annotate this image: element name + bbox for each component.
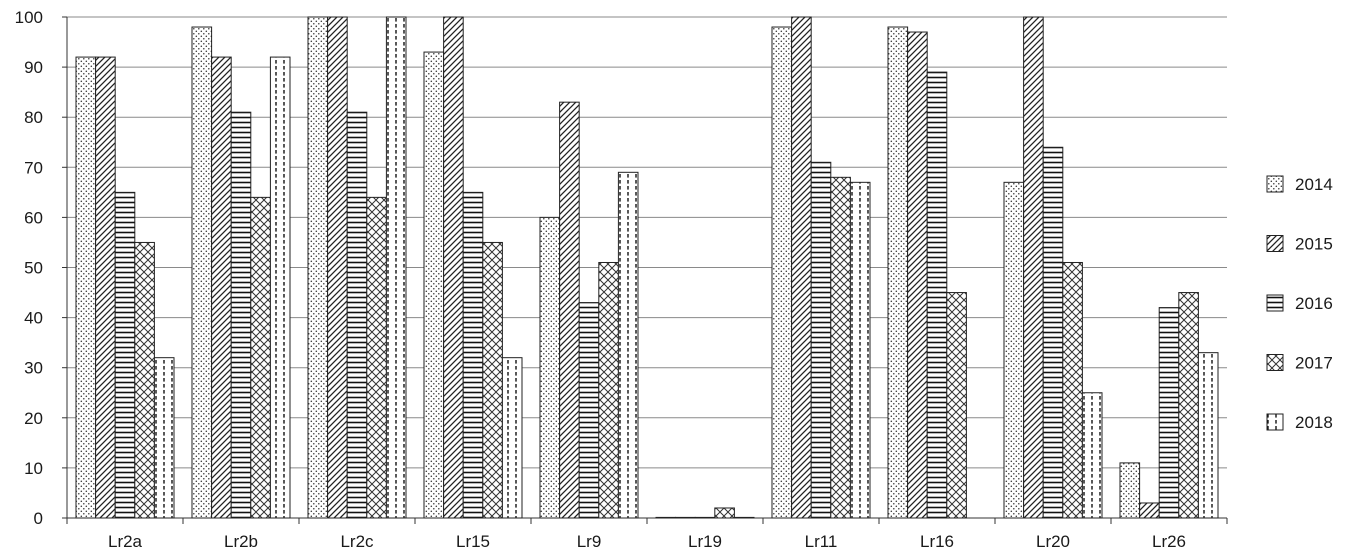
bar-2016-Lr9 xyxy=(578,302,600,519)
bar-2014-Lr9 xyxy=(539,216,561,519)
y-tick-label: 90 xyxy=(24,58,43,77)
bar-2017-Lr26 xyxy=(1178,292,1199,519)
x-tick-label: Lr9 xyxy=(577,532,602,550)
x-tick-label: Lr2a xyxy=(108,532,143,550)
bar-2016-Lr2c xyxy=(346,111,368,519)
x-tick-label: Lr20 xyxy=(1036,532,1070,550)
legend-label-2018: 2018 xyxy=(1295,413,1333,432)
bar-2015-Lr2b xyxy=(211,56,232,519)
bar-2016-Lr19 xyxy=(694,516,716,519)
bar-2018-Lr9 xyxy=(617,171,639,519)
bar-2018-Lr19 xyxy=(733,516,755,519)
bar-2017-Lr2c xyxy=(366,196,387,519)
legend-swatch-2018 xyxy=(1266,413,1284,431)
bar-2017-Lr2a xyxy=(134,241,155,519)
bar-2016-Lr16 xyxy=(926,71,948,519)
bar-2015-Lr11 xyxy=(791,16,812,519)
bar-2014-Lr20 xyxy=(1003,181,1025,519)
y-tick-label: 40 xyxy=(24,309,43,328)
bar-2018-Lr26 xyxy=(1197,352,1219,519)
bar-2017-Lr15 xyxy=(482,241,503,519)
bar-2014-Lr2c xyxy=(307,16,329,519)
bar-2015-Lr15 xyxy=(443,16,464,519)
legend-label-2015: 2015 xyxy=(1295,235,1333,254)
bar-2016-Lr11 xyxy=(810,161,832,519)
legend-swatch-2015 xyxy=(1266,235,1284,252)
y-tick-label: 0 xyxy=(34,509,43,528)
bar-2014-Lr19 xyxy=(655,516,677,519)
bar-2015-Lr26 xyxy=(1139,502,1160,519)
bar-2015-Lr16 xyxy=(907,31,928,519)
y-tick-label: 80 xyxy=(24,108,43,127)
bar-2016-Lr2a xyxy=(114,191,136,519)
bar-2018-Lr2c xyxy=(385,16,407,519)
legend-label-2014: 2014 xyxy=(1295,175,1333,194)
bar-2018-Lr15 xyxy=(501,357,523,519)
bar-2014-Lr15 xyxy=(423,51,445,519)
bars xyxy=(75,16,1219,519)
x-tick-label: Lr2b xyxy=(224,532,258,550)
legend-swatch-2017 xyxy=(1266,354,1284,371)
legend-label-2017: 2017 xyxy=(1295,354,1333,373)
bar-2017-Lr11 xyxy=(830,176,851,519)
y-tick-label: 20 xyxy=(24,409,43,428)
legend-swatch-2016 xyxy=(1266,294,1284,312)
bar-2018-Lr11 xyxy=(849,181,871,519)
bar-2014-Lr16 xyxy=(887,26,909,519)
bar-2016-Lr20 xyxy=(1042,146,1064,519)
bar-2015-Lr9 xyxy=(559,101,580,519)
bar-2017-Lr2b xyxy=(250,196,271,519)
bar-2014-Lr26 xyxy=(1119,462,1141,519)
bar-2015-Lr19 xyxy=(675,516,696,519)
y-tick-label: 50 xyxy=(24,259,43,278)
y-tick-label: 10 xyxy=(24,459,43,478)
bar-2014-Lr2b xyxy=(191,26,213,519)
legend-swatch-2014 xyxy=(1266,175,1284,193)
bar-2017-Lr9 xyxy=(598,261,619,519)
bar-2017-Lr16 xyxy=(946,292,967,519)
x-tick-label: Lr2c xyxy=(340,532,374,550)
x-tick-label: Lr19 xyxy=(688,532,722,550)
x-tick-label: Lr11 xyxy=(805,532,838,550)
bar-2018-Lr2a xyxy=(153,357,175,519)
x-tick-label: Lr16 xyxy=(920,532,954,550)
bar-2017-Lr20 xyxy=(1062,261,1083,519)
bar-2018-Lr20 xyxy=(1081,392,1103,519)
bar-2015-Lr2c xyxy=(327,16,348,519)
bar-2017-Lr19 xyxy=(714,507,735,519)
bar-2015-Lr2a xyxy=(95,56,116,519)
bar-2018-Lr2b xyxy=(269,56,291,519)
axis-labels: 0 10 20 30 40 50 60 70 80 90 100 Lr2a Lr2b Lr2c Lr15 Lr… xyxy=(15,8,1186,551)
x-tick-label: Lr15 xyxy=(456,532,490,550)
bar-2016-Lr2b xyxy=(230,111,252,519)
bar-2014-Lr2a xyxy=(75,56,97,519)
y-tick-label: 100 xyxy=(15,8,43,27)
y-tick-label: 30 xyxy=(24,359,43,378)
legend-label-2016: 2016 xyxy=(1295,294,1333,313)
bar-2014-Lr11 xyxy=(771,26,793,519)
y-tick-label: 70 xyxy=(24,158,43,177)
y-tick-label: 60 xyxy=(24,208,43,227)
legend: 2014 2015 2016 2017 2018 xyxy=(1266,175,1333,432)
bar-2016-Lr15 xyxy=(462,191,484,519)
bar-2016-Lr26 xyxy=(1158,307,1180,519)
x-tick-label: Lr26 xyxy=(1152,532,1186,550)
bar-2015-Lr20 xyxy=(1023,16,1044,519)
